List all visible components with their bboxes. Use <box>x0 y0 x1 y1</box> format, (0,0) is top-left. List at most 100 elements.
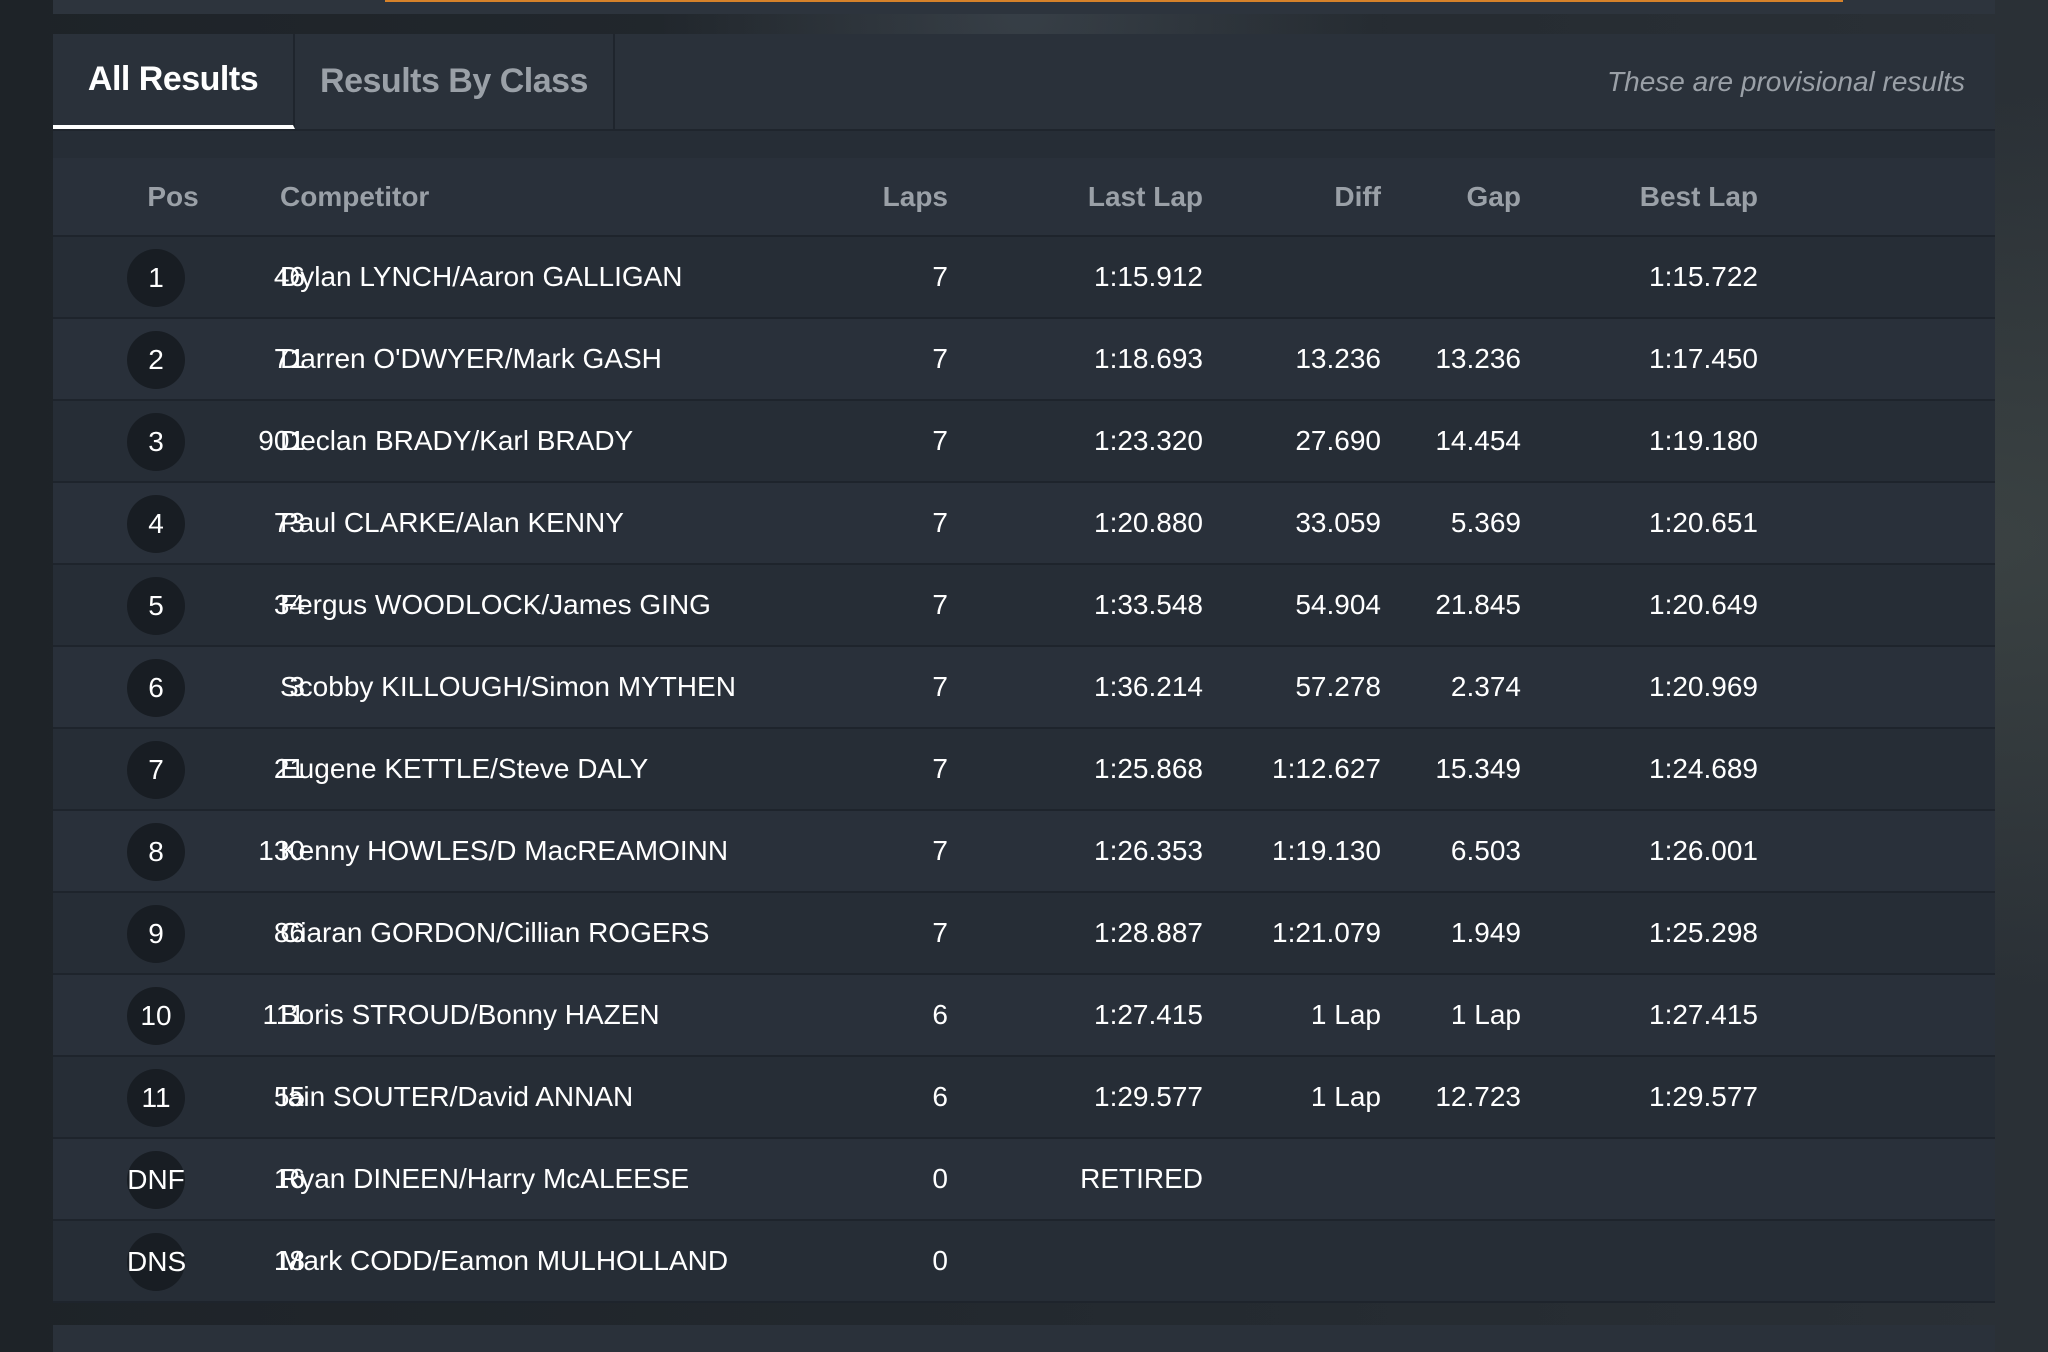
competitor-number: 16 <box>273 1163 305 1194</box>
table-row: 10 111 Boris STROUD/Bonny HAZEN 6 1:27.415 1 … <box>53 975 1995 1057</box>
best-lap-value: 1:19.180 <box>1649 425 1758 456</box>
competitor-name: Iain SOUTER/David ANNAN <box>280 1081 634 1112</box>
table-row: 6 3 Scobby KILLOUGH/Simon MYTHEN 7 1:36.214 5… <box>53 647 1995 729</box>
position-badge: DNS <box>127 1233 186 1291</box>
tab-results-by-class[interactable]: Results By Class <box>295 34 615 129</box>
best-lap-value: 1:15.722 <box>1649 261 1758 292</box>
position-badge: 9 <box>127 905 185 963</box>
competitor-name: Fergus WOODLOCK/James GING <box>280 589 711 620</box>
competitor-number: 18 <box>273 1245 305 1276</box>
diff-value: 33.059 <box>1295 507 1381 538</box>
position-badge: 7 <box>127 741 185 799</box>
competitor-name: Dylan LYNCH/Aaron GALLIGAN <box>280 261 683 292</box>
competitor-number: 111 <box>262 999 305 1030</box>
competitor-name: Scobby KILLOUGH/Simon MYTHEN <box>280 671 736 702</box>
last-lap-value: 1:26.353 <box>1094 835 1203 866</box>
table-row: 1 46 Dylan LYNCH/Aaron GALLIGAN 7 1:15.912 1:… <box>53 237 1995 319</box>
best-lap-value: 1:24.689 <box>1649 753 1758 784</box>
laps-value: 7 <box>932 835 948 866</box>
gap-value <box>1383 1221 1521 1301</box>
tab-all-results[interactable]: All Results <box>53 34 295 129</box>
table-header: Pos Competitor Laps Last Lap Diff Gap Be… <box>53 158 1995 237</box>
position-badge: 10 <box>127 987 185 1045</box>
table-body: 1 46 Dylan LYNCH/Aaron GALLIGAN 7 1:15.912 1:… <box>53 237 1995 1303</box>
last-lap-value: 1:25.868 <box>1094 753 1203 784</box>
header-last-lap: Last Lap <box>1087 181 1203 212</box>
best-lap-value: 1:20.651 <box>1649 507 1758 538</box>
table-row: 11 55 Iain SOUTER/David ANNAN 6 1:29.577 1 La… <box>53 1057 1995 1139</box>
position-badge: 4 <box>127 495 185 553</box>
last-lap-value: 1:29.577 <box>1094 1081 1203 1112</box>
diff-value <box>1213 1221 1381 1301</box>
laps-value: 7 <box>932 507 948 538</box>
top-accent-line <box>385 0 1843 2</box>
table-row: 9 86 Ciaran GORDON/Cillian ROGERS 7 1:28.887… <box>53 893 1995 975</box>
laps-value: 7 <box>932 917 948 948</box>
table-row: 2 71 Darren O'DWYER/Mark GASH 7 1:18.693 13.2… <box>53 319 1995 401</box>
competitor-name: Darren O'DWYER/Mark GASH <box>280 343 662 374</box>
position-badge: 2 <box>127 331 185 389</box>
gap-value: 1 Lap <box>1450 999 1521 1030</box>
last-lap-value <box>1003 1221 1203 1301</box>
best-lap-value: 1:29.577 <box>1649 1081 1758 1112</box>
position-badge: 6 <box>127 659 185 717</box>
competitor-name: Mark CODD/Eamon MULHOLLAND <box>280 1245 729 1276</box>
diff-value: 1 Lap <box>1310 999 1381 1030</box>
position-badge: DNF <box>127 1151 185 1209</box>
last-lap-value: 1:15.912 <box>1094 261 1203 292</box>
competitor-number: 130 <box>258 835 305 866</box>
best-lap-value: 1:17.450 <box>1649 343 1758 374</box>
last-lap-value: RETIRED <box>1080 1163 1203 1194</box>
competitor-number: 71 <box>273 343 305 374</box>
competitor-number: 46 <box>273 261 305 292</box>
header-best-lap: Best Lap <box>1639 181 1758 212</box>
competitor-number: 21 <box>273 753 305 784</box>
last-lap-value: 1:28.887 <box>1094 917 1203 948</box>
competitor-name: Ciaran GORDON/Cillian ROGERS <box>280 917 710 948</box>
diff-value: 13.236 <box>1295 343 1381 374</box>
diff-value: 1 Lap <box>1310 1081 1381 1112</box>
table-row: 5 34 Fergus WOODLOCK/James GING 7 1:33.548 54… <box>53 565 1995 647</box>
competitor-name: Ryan DINEEN/Harry McALEESE <box>280 1163 690 1194</box>
diff-value: 54.904 <box>1295 589 1381 620</box>
last-lap-value: 1:20.880 <box>1094 507 1203 538</box>
best-lap-value <box>1543 1221 1758 1301</box>
results-tabs: All Results Results By Class These are p… <box>53 34 1995 131</box>
table-row: DNF 16 Ryan DINEEN/Harry McALEESE 0 RETIRED <box>53 1139 1995 1221</box>
diff-value <box>1213 237 1381 317</box>
gap-value: 21.845 <box>1435 589 1521 620</box>
results-panel: All Results Results By Class These are p… <box>53 34 1995 1303</box>
competitor-name: Kenny HOWLES/D MacREAMOINN <box>280 835 729 866</box>
laps-value: 0 <box>932 1163 948 1194</box>
table-row: 7 21 Eugene KETTLE/Steve DALY 7 1:25.868 1:12… <box>53 729 1995 811</box>
best-lap-value: 1:27.415 <box>1649 999 1758 1030</box>
position-badge: 8 <box>127 823 185 881</box>
bottom-strip <box>53 1325 1995 1352</box>
competitor-name: Paul CLARKE/Alan KENNY <box>280 507 624 538</box>
gap-value: 12.723 <box>1435 1081 1521 1112</box>
competitor-number: 901 <box>258 425 305 456</box>
diff-value: 57.278 <box>1295 671 1381 702</box>
gap-value: 13.236 <box>1435 343 1521 374</box>
header-competitor: Competitor <box>280 181 430 212</box>
competitor-number: 34 <box>273 589 305 620</box>
best-lap-value: 1:26.001 <box>1649 835 1758 866</box>
competitor-name: Declan BRADY/Karl BRADY <box>280 425 634 456</box>
diff-value: 1:21.079 <box>1272 917 1381 948</box>
laps-value: 7 <box>932 589 948 620</box>
header-gap: Gap <box>1466 181 1521 212</box>
gap-value: 2.374 <box>1450 671 1521 702</box>
provisional-note: These are provisional results <box>1607 65 1965 97</box>
competitor-number: 86 <box>273 917 305 948</box>
best-lap-value: 1:20.969 <box>1649 671 1758 702</box>
position-badge: 1 <box>127 249 185 307</box>
last-lap-value: 1:23.320 <box>1094 425 1203 456</box>
laps-value: 6 <box>932 1081 948 1112</box>
top-strip <box>53 0 1995 14</box>
table-row: DNS 18 Mark CODD/Eamon MULHOLLAND 0 <box>53 1221 1995 1303</box>
gap-value: 6.503 <box>1450 835 1521 866</box>
laps-value: 0 <box>932 1245 948 1276</box>
competitor-number: 73 <box>273 507 305 538</box>
competitor-number: 55 <box>273 1081 305 1112</box>
header-laps: Laps <box>882 181 948 212</box>
